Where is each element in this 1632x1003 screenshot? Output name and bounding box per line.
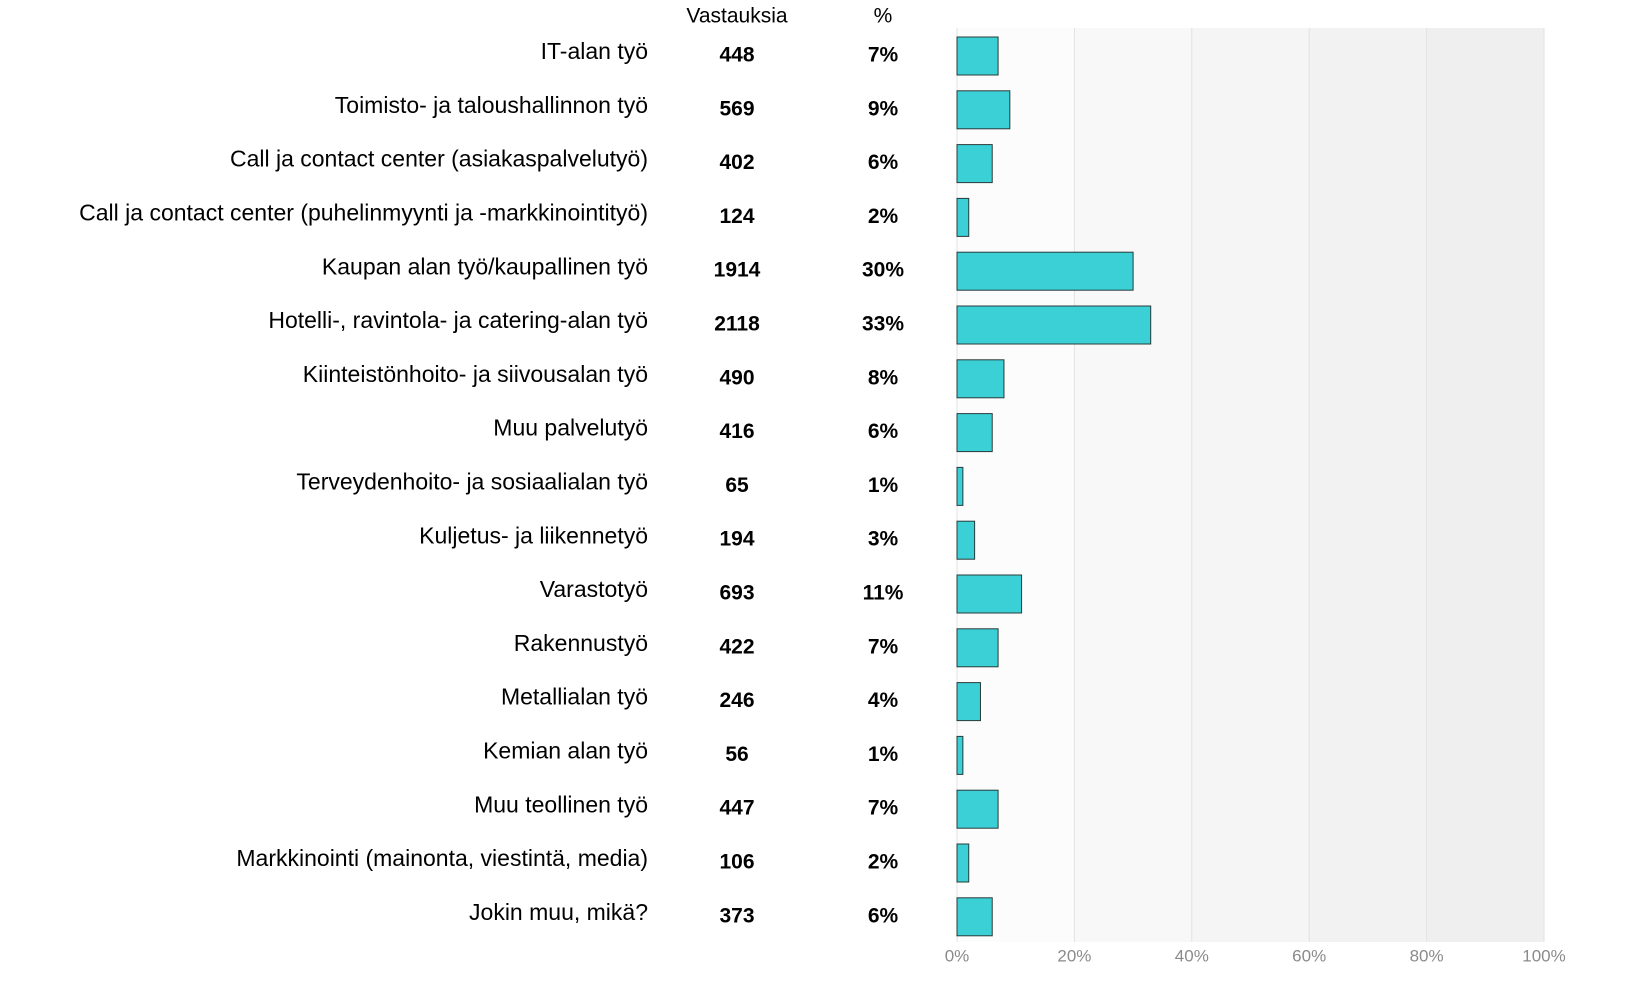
count-label: 194 <box>719 528 754 551</box>
bar <box>956 144 993 184</box>
percent-label: 7% <box>868 797 899 820</box>
bar <box>956 789 999 829</box>
category-label: Metallialan työ <box>501 684 648 710</box>
category-label: Hotelli-, ravintola- ja catering-alan ty… <box>268 307 648 333</box>
category-label: Jokin muu, mikä? <box>469 899 648 925</box>
count-label: 246 <box>719 689 754 712</box>
percent-label: 11% <box>863 582 904 605</box>
x-tick-label: 40% <box>1175 946 1209 965</box>
bar <box>956 897 993 937</box>
count-label: 2118 <box>714 313 760 336</box>
x-tick-label: 20% <box>1057 946 1091 965</box>
percent-label: 9% <box>868 97 899 120</box>
bar <box>956 574 1023 614</box>
count-label: 65 <box>725 474 749 497</box>
bar <box>956 251 1134 291</box>
background-band <box>1309 28 1427 942</box>
bar <box>956 843 970 883</box>
x-tick-label: 80% <box>1410 946 1444 965</box>
percent-label: 33% <box>862 313 904 336</box>
category-label: Kiinteistönhoito- ja siivousalan työ <box>303 361 648 387</box>
column-header: Vastauksia <box>686 5 787 28</box>
category-label: Kuljetus- ja liikennetyö <box>419 522 648 548</box>
category-label: Muu teollinen työ <box>474 791 648 817</box>
bar <box>956 359 1005 399</box>
percent-label: 30% <box>862 259 904 282</box>
percent-label: 6% <box>868 420 899 443</box>
percent-label: 7% <box>868 635 899 658</box>
count-label: 447 <box>719 797 754 820</box>
percent-label: 3% <box>868 528 899 551</box>
count-label: 402 <box>719 151 754 174</box>
bar <box>956 90 1011 130</box>
background-band <box>1074 28 1192 942</box>
percent-label: 2% <box>868 205 899 228</box>
x-tick-label: 60% <box>1292 946 1326 965</box>
background-band <box>1426 28 1544 942</box>
count-label: 448 <box>719 44 754 67</box>
bar <box>956 305 1152 345</box>
percent-label: 1% <box>868 743 899 766</box>
percent-label: 2% <box>868 851 899 874</box>
percent-label: 1% <box>868 474 899 497</box>
percent-label: 4% <box>868 689 899 712</box>
category-label: Terveydenhoito- ja sosiaalialan työ <box>296 468 648 494</box>
category-label: Call ja contact center (asiakaspalveluty… <box>230 146 648 172</box>
bar <box>956 413 993 453</box>
category-label: IT-alan työ <box>541 38 648 64</box>
percent-label: 6% <box>868 151 899 174</box>
category-label: Varastotyö <box>540 576 648 602</box>
x-tick-label: 0% <box>945 946 970 965</box>
bar <box>956 628 999 668</box>
count-label: 124 <box>719 205 754 228</box>
bar <box>956 735 964 775</box>
count-label: 1914 <box>714 259 761 282</box>
count-label: 490 <box>719 366 754 389</box>
x-tick-label: 100% <box>1522 946 1565 965</box>
count-label: 569 <box>719 97 754 120</box>
category-label: Rakennustyö <box>514 630 648 656</box>
bar <box>956 36 999 76</box>
count-label: 373 <box>719 904 754 927</box>
bar <box>956 197 970 237</box>
count-label: 693 <box>719 582 754 605</box>
background-band <box>1191 28 1310 942</box>
percent-label: 7% <box>868 44 899 67</box>
count-label: 416 <box>719 420 754 443</box>
percent-label: 8% <box>868 366 899 389</box>
count-label: 106 <box>719 851 754 874</box>
category-label: Muu palvelutyö <box>493 415 648 441</box>
category-label: Markkinointi (mainonta, viestintä, media… <box>236 845 648 871</box>
bar <box>956 466 964 506</box>
bar <box>956 682 981 722</box>
count-label: 422 <box>719 635 754 658</box>
category-label: Kaupan alan työ/kaupallinen työ <box>322 253 648 279</box>
category-label: Toimisto- ja taloushallinnon työ <box>335 92 648 118</box>
column-header: % <box>874 5 893 28</box>
category-label: Call ja contact center (puhelinmyynti ja… <box>79 199 648 225</box>
category-label: Kemian alan työ <box>483 737 648 763</box>
percent-label: 6% <box>868 904 899 927</box>
count-label: 56 <box>725 743 748 766</box>
bar <box>956 520 976 560</box>
